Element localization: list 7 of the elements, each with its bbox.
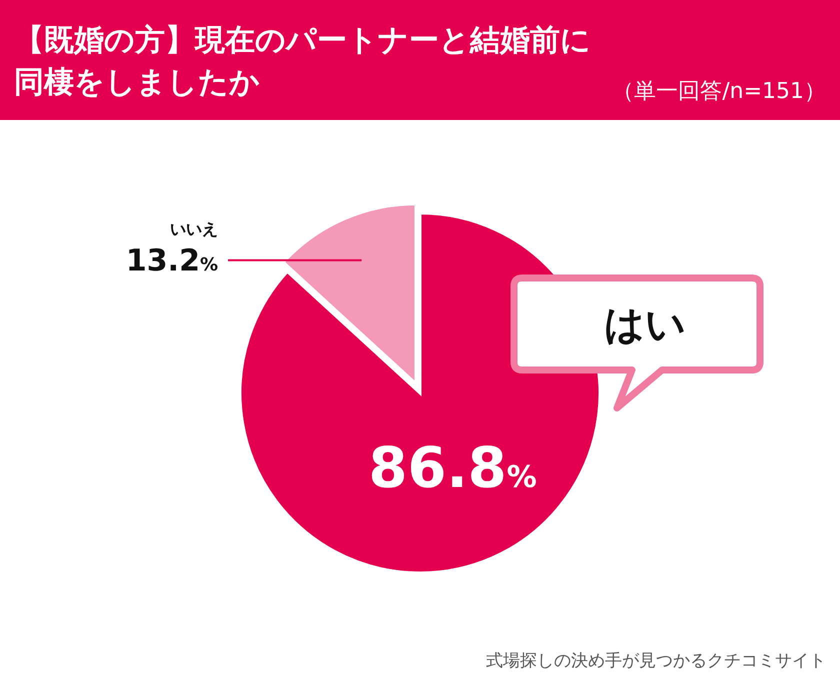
- slice-label: はい: [604, 302, 686, 348]
- chart-title: 【既婚の方】現在のパートナーと結婚前に同棲をしましたか: [14, 23, 591, 100]
- chart-subtitle: （単一回答/n=151）: [612, 79, 826, 104]
- data-label: 13.2%: [126, 243, 218, 278]
- data-label: 86.8%: [368, 436, 537, 502]
- text: 式場探しの決め手が見つかるクチコミサイト: [486, 651, 826, 671]
- slice-label: いいえ: [170, 219, 218, 238]
